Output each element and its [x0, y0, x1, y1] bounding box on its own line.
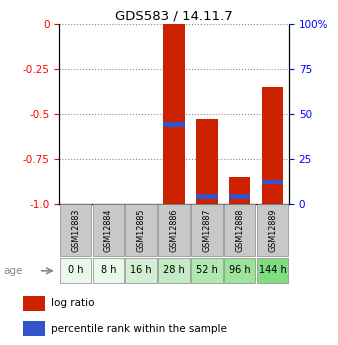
Bar	[163, 122, 185, 127]
Bar	[158, 258, 190, 283]
Text: GSM12888: GSM12888	[235, 209, 244, 252]
Text: GSM12886: GSM12886	[170, 209, 178, 252]
Bar	[93, 258, 124, 283]
Bar	[229, 194, 250, 199]
Text: GSM12883: GSM12883	[71, 209, 80, 252]
Bar	[158, 204, 190, 256]
Text: GSM12885: GSM12885	[137, 208, 146, 252]
Bar	[262, 180, 283, 184]
Text: 52 h: 52 h	[196, 265, 218, 275]
Bar	[23, 321, 45, 336]
Text: 96 h: 96 h	[229, 265, 250, 275]
Bar	[23, 296, 45, 311]
Bar	[125, 204, 157, 256]
Bar	[257, 204, 288, 256]
Text: 28 h: 28 h	[163, 265, 185, 275]
Text: GSM12889: GSM12889	[268, 208, 277, 252]
Bar	[224, 258, 256, 283]
Text: log ratio: log ratio	[51, 298, 94, 308]
Text: 144 h: 144 h	[259, 265, 286, 275]
Bar	[191, 258, 223, 283]
Text: 0 h: 0 h	[68, 265, 83, 275]
Text: GSM12887: GSM12887	[202, 208, 211, 252]
Bar	[262, 87, 283, 204]
Bar	[60, 204, 91, 256]
Bar	[196, 119, 218, 204]
Bar	[229, 177, 250, 204]
Bar	[60, 258, 91, 283]
Text: GSM12884: GSM12884	[104, 209, 113, 252]
Text: 16 h: 16 h	[130, 265, 152, 275]
Bar	[196, 194, 218, 199]
Bar	[191, 204, 223, 256]
Bar	[163, 24, 185, 204]
Text: 8 h: 8 h	[101, 265, 116, 275]
Bar	[257, 258, 288, 283]
Title: GDS583 / 14.11.7: GDS583 / 14.11.7	[115, 10, 233, 23]
Text: percentile rank within the sample: percentile rank within the sample	[51, 324, 227, 334]
Bar	[125, 258, 157, 283]
Bar	[93, 204, 124, 256]
Bar	[224, 204, 256, 256]
Text: age: age	[3, 266, 23, 276]
